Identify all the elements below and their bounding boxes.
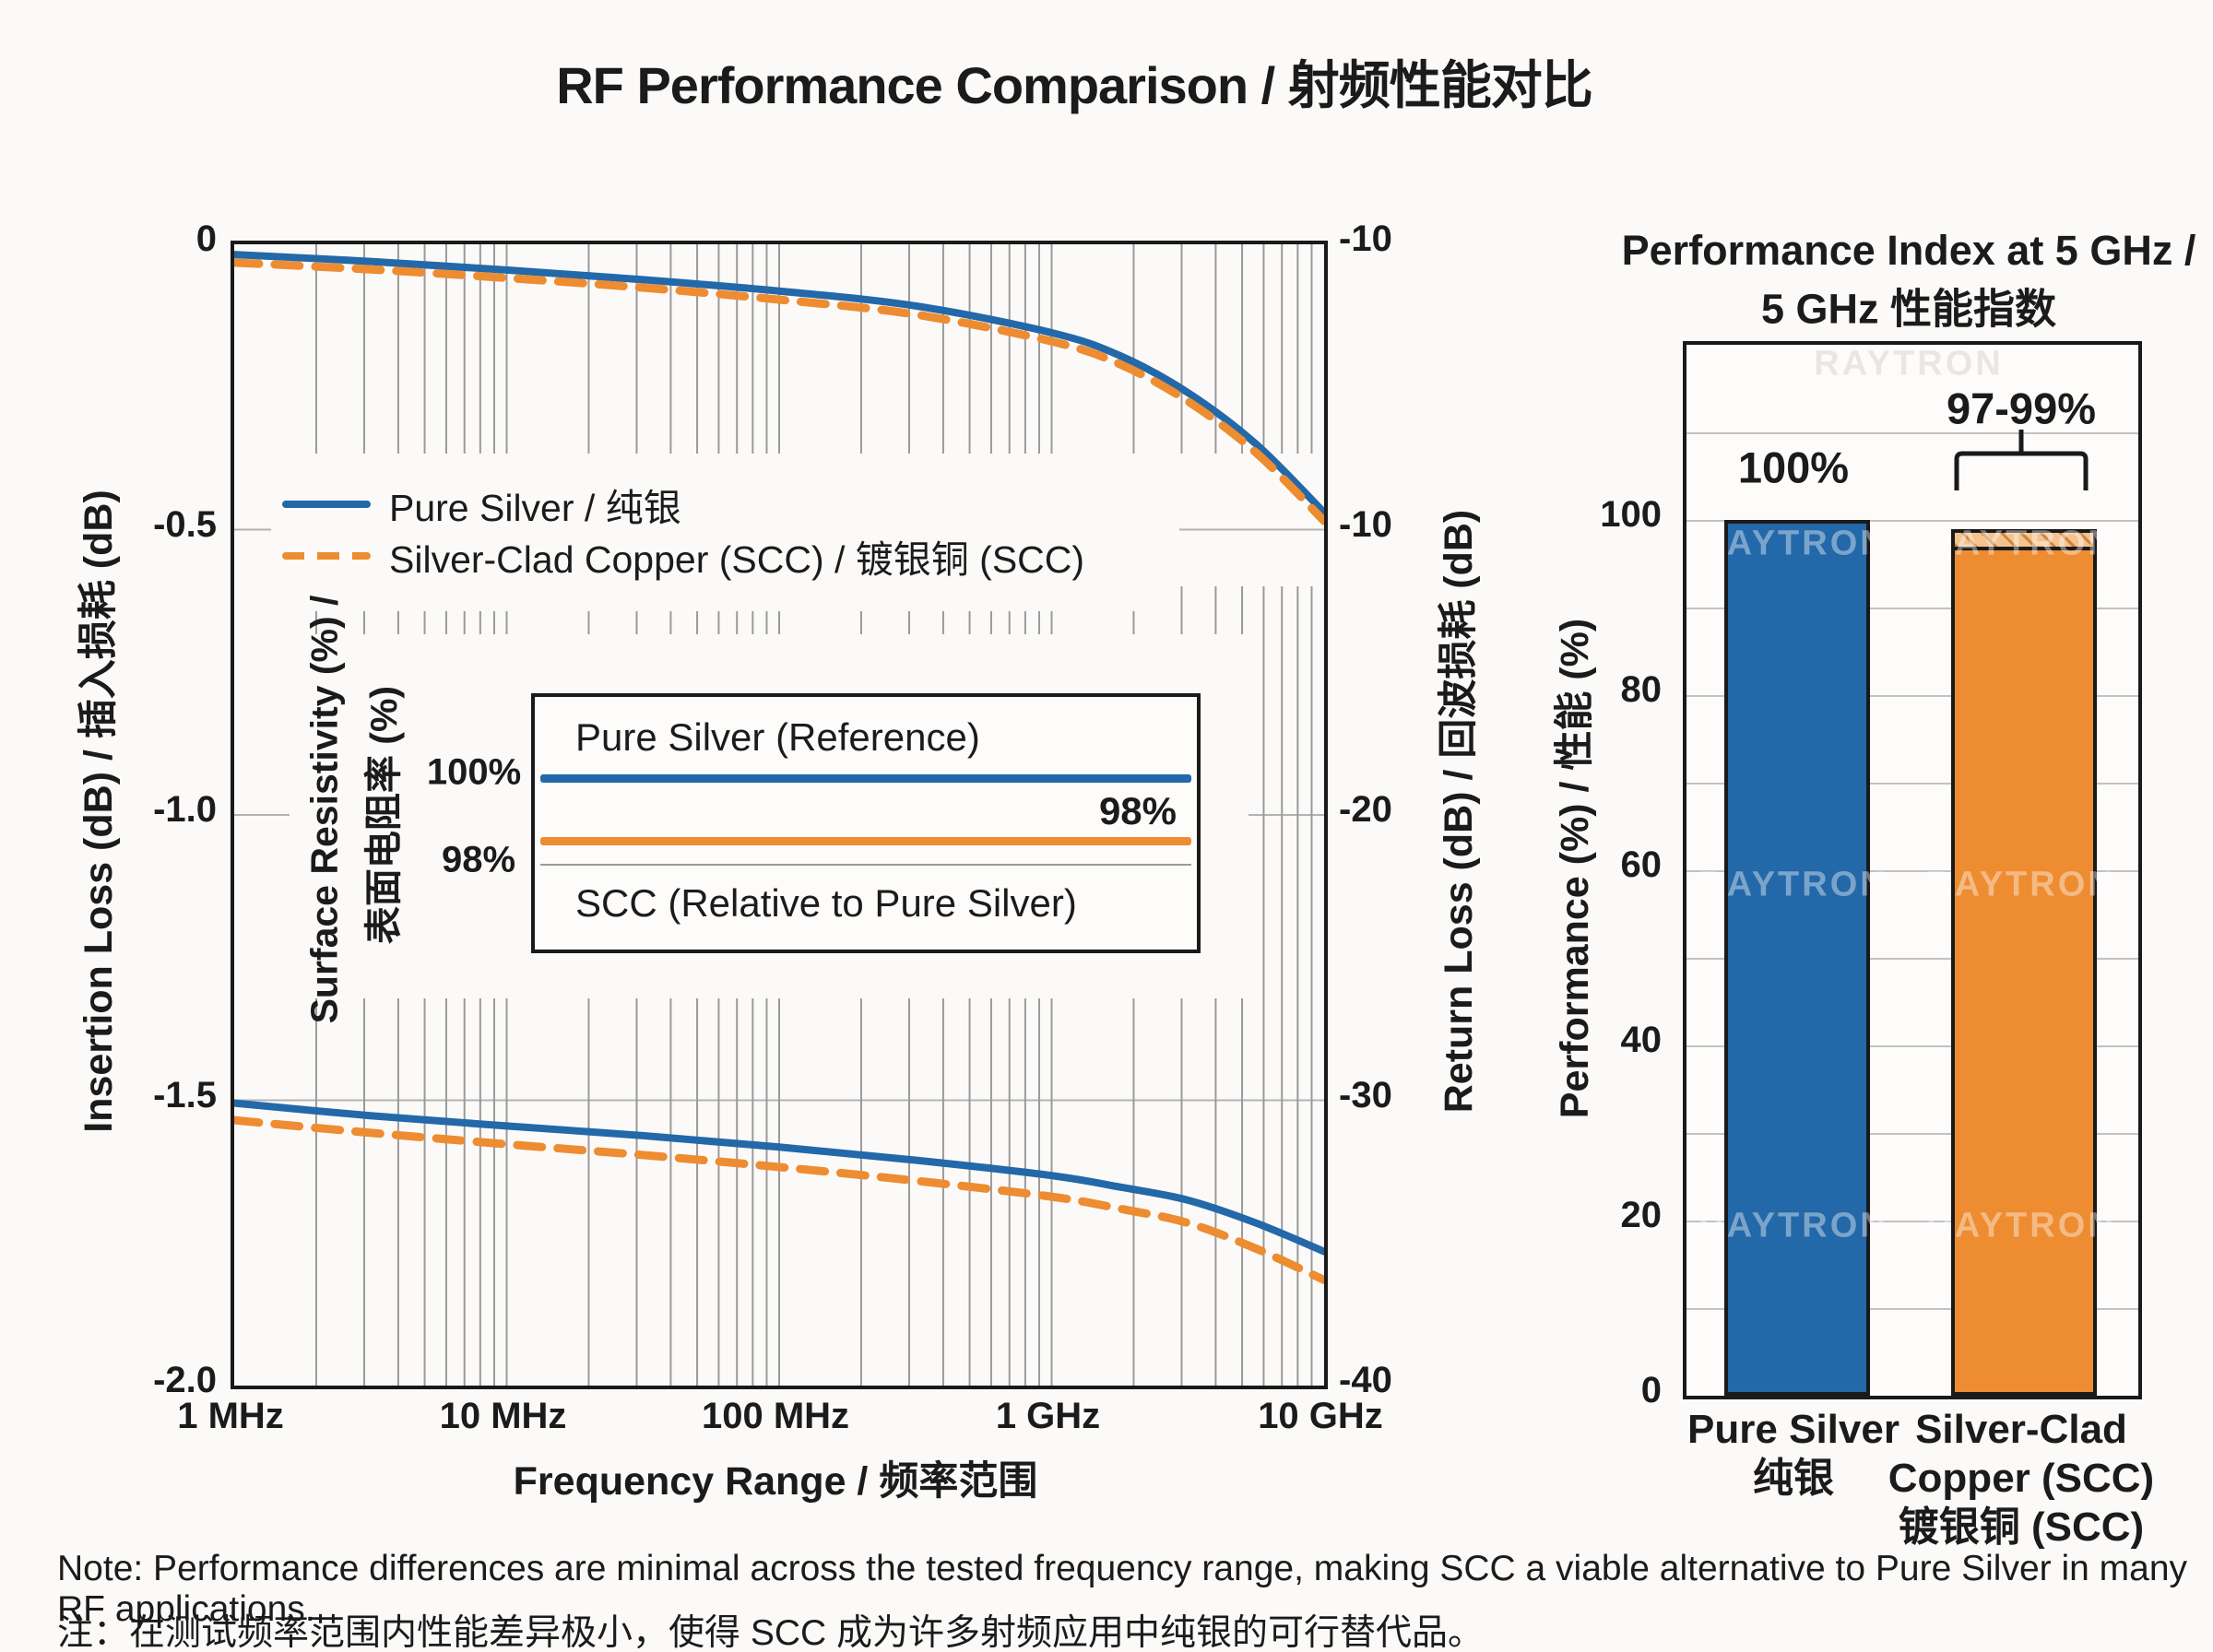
x-tick: 1 MHz (177, 1396, 284, 1436)
bar-gridline (1686, 608, 2138, 609)
bar-y-tick: 20 (1620, 1195, 1663, 1235)
inset-reference-label: Pure Silver (Reference) (575, 715, 980, 759)
bar-y-tick: 80 (1620, 669, 1663, 710)
bar-gridline (1686, 783, 2138, 785)
gridline-mask (271, 459, 1179, 611)
right-axis-title: Return Loss (dB) / 回波损耗 (dB) (1437, 509, 1481, 1114)
bar-y-tick: 40 (1620, 1020, 1663, 1060)
x-tick: 100 MHz (701, 1396, 850, 1436)
curve-silver-clad-copper-scc-scc-insertion-loss (234, 258, 1324, 525)
bar-category-line: Silver-Clad (1915, 1407, 2127, 1452)
bar-category-line: Copper (SCC) (1888, 1456, 2155, 1501)
scc-range-bracket (1954, 430, 2089, 490)
y-tick-left: 0 (195, 218, 217, 259)
y-tick-right: -10 (1339, 218, 1392, 259)
x-tick: 10 MHz (439, 1396, 567, 1436)
inset-ylabel-zh: 表面电阻率 (%) (362, 685, 405, 945)
inset-scc-line (540, 837, 1191, 845)
legend-item-pure-silver: Pure Silver / 纯银 (282, 477, 681, 532)
bar-category-label: Pure Silver 纯银 (1568, 1405, 2019, 1503)
inset-tick-98: 98% (441, 839, 516, 880)
bar-pure-silver (1724, 520, 1870, 1396)
bar-gridline (1686, 1221, 2138, 1222)
bar-value-label-pure-silver: 100% (1737, 442, 1850, 492)
bar-category-line: 纯银 (1753, 1456, 1834, 1501)
bar-gridline (1686, 432, 2138, 434)
surface-resistivity-inset: Pure Silver (Reference) 98% SCC (Relativ… (531, 693, 1201, 953)
inset-scc-value: 98% (1098, 789, 1177, 832)
y-tick-right: -40 (1339, 1360, 1392, 1400)
bar-gridline (1686, 1133, 2138, 1135)
y-tick-left: -0.5 (153, 503, 217, 545)
bar-y-axis-title: Performance (%) / 性能 (%) (1553, 618, 1597, 1119)
note-text-zh: 注：在测试频率范围内性能差异极小，使得 SCC 成为许多射频应用中纯银的可行替代… (57, 1613, 1485, 1652)
y-tick-right: -10 (1339, 503, 1392, 545)
inset-tick-100: 100% (426, 751, 522, 793)
legend-swatch-dashed-line (282, 552, 371, 560)
bar-gridline (1686, 695, 2138, 697)
bar-category-line: Pure Silver (1687, 1407, 1899, 1452)
left-axis-title: Insertion Loss (dB) / 插入损耗 (dB) (77, 490, 121, 1133)
x-tick: 10 GHz (1258, 1396, 1383, 1436)
bar-gridline (1686, 520, 2138, 522)
bar-y-tick: 60 (1620, 844, 1663, 885)
page-title: RF Performance Comparison / 射频性能对比 (556, 56, 1593, 114)
bar-gridline (1686, 1308, 2138, 1310)
y-tick-left: -2.0 (153, 1360, 217, 1400)
x-tick: 1 GHz (995, 1396, 1101, 1436)
y-tick-right: -30 (1339, 1074, 1392, 1115)
bar-category-label: Silver-Clad Copper (SCC) 镀银铜 (SCC) (1795, 1405, 2213, 1552)
y-tick-left: -1.0 (153, 789, 217, 830)
inset-ylabel-en: Surface Resistivity (%) / (302, 595, 346, 1024)
bar-y-tick: 0 (1640, 1370, 1662, 1410)
bar-plot-area (1683, 341, 2142, 1399)
curve-pure-silver-insertion-loss (234, 251, 1324, 516)
inset-pure-silver-line (540, 774, 1191, 783)
legend-swatch-solid-line (282, 501, 371, 508)
y-tick-right: -20 (1339, 789, 1392, 830)
main-plot-area: Pure Silver / 纯银 Silver-Clad Copper (SCC… (231, 241, 1328, 1389)
inset-scc-label: SCC (Relative to Pure Silver) (575, 881, 1077, 925)
inset-98pct-gridline (540, 864, 1191, 866)
legend-item-scc: Silver-Clad Copper (SCC) / 镀银铜 (SCC) (282, 528, 1084, 584)
curve-pure-silver-return-loss (234, 1099, 1324, 1256)
bar-scc-range-cap (1955, 532, 2093, 550)
bar-value-label-scc: 97-99% (1947, 384, 2096, 433)
curve-silver-clad-copper-scc-scc-return-loss (234, 1115, 1324, 1284)
bar-gridline (1686, 1045, 2138, 1047)
bar-category-line: 镀银铜 (SCC) (1898, 1504, 2145, 1550)
x-axis-title: Frequency Range / 频率范围 (513, 1459, 1038, 1504)
bar-chart-title-line1: Performance Index at 5 GHz / (1621, 227, 2196, 274)
legend-label: Silver-Clad Copper (SCC) / 镀银铜 (SCC) (389, 538, 1085, 581)
bar-chart-title-line2: 5 GHz 性能指数 (1760, 285, 2057, 333)
bar-gridline (1686, 958, 2138, 960)
bar-scc (1951, 528, 2097, 1396)
bar-y-tick: 100 (1600, 494, 1662, 535)
note-text-en: Note: Performance differences are minima… (57, 1549, 2188, 1629)
y-tick-left: -1.5 (153, 1074, 217, 1115)
legend-label: Pure Silver / 纯银 (389, 487, 681, 529)
bar-gridline (1686, 870, 2138, 872)
